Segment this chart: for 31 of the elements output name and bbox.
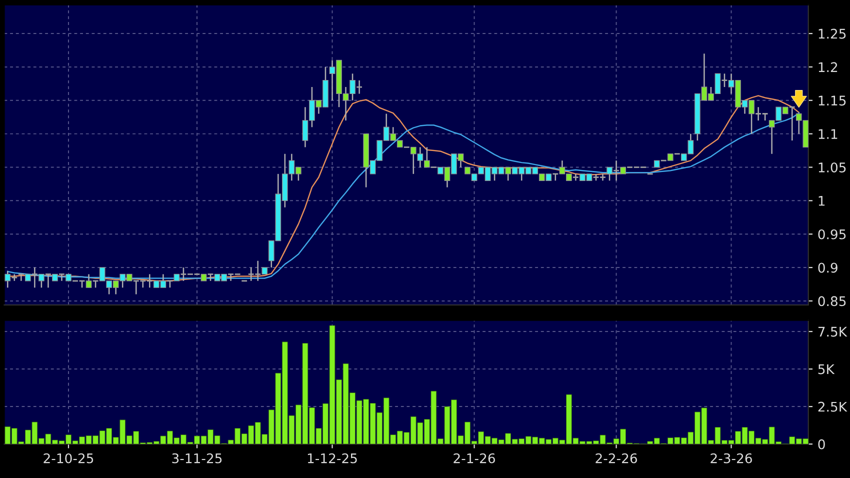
y-tick-label: 1.1 [818, 129, 838, 139]
x-tick-label: 1-12-25 [308, 453, 357, 464]
x-tick-label: 2-1-26 [454, 453, 495, 464]
y-tick-label: 1.25 [818, 28, 846, 39]
y-tick-label: 1.05 [818, 162, 846, 172]
y-tick-label: 0.85 [818, 296, 846, 306]
y-tick-label: 7.5K [818, 326, 848, 337]
y-tick-label: 0.95 [818, 229, 846, 240]
candlestick [788, 106, 796, 142]
x-tick-label: 2-2-26 [596, 453, 638, 464]
y-tick-label: 2.5K [818, 402, 848, 412]
candlestick [721, 73, 728, 88]
y-tick-label: 5K [818, 364, 835, 374]
y-tick-label: 1.2 [818, 62, 838, 72]
candlestick [86, 274, 92, 288]
candlestick [572, 173, 580, 182]
candlestick [38, 274, 44, 288]
candlestick [606, 166, 612, 182]
candlestick [58, 274, 66, 282]
x-tick-label: 2-10-25 [44, 453, 94, 464]
y-tick-label: 1.15 [818, 96, 846, 106]
x-tick-label: 2-3-26 [710, 453, 752, 464]
candlestick [18, 274, 25, 282]
y-tick-label: 0 [818, 439, 825, 450]
candlestick [4, 270, 11, 288]
x-tick-label: 3-11-25 [172, 453, 222, 464]
candlestick [44, 274, 52, 288]
y-tick-label: 0.9 [818, 262, 838, 273]
candlestick [31, 266, 38, 288]
candlestick [612, 160, 620, 182]
y-tick-label: 1 [818, 196, 825, 206]
